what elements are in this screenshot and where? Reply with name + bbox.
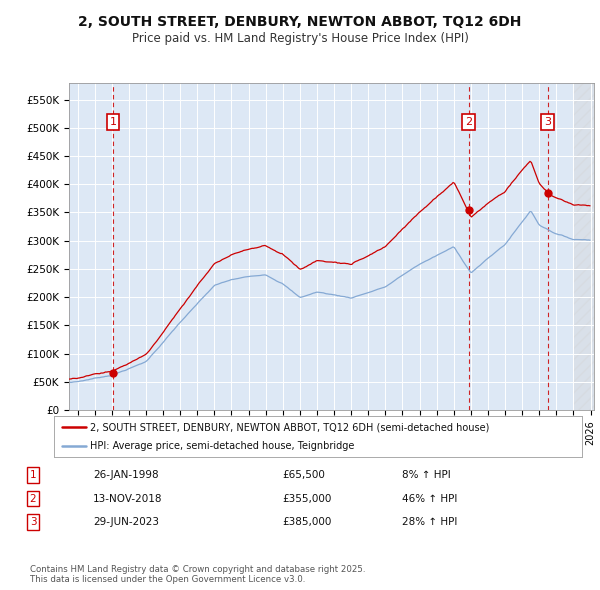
- Text: 13-NOV-2018: 13-NOV-2018: [93, 494, 163, 503]
- Text: £65,500: £65,500: [282, 470, 325, 480]
- Text: Contains HM Land Registry data © Crown copyright and database right 2025.
This d: Contains HM Land Registry data © Crown c…: [30, 565, 365, 584]
- Text: 2, SOUTH STREET, DENBURY, NEWTON ABBOT, TQ12 6DH: 2, SOUTH STREET, DENBURY, NEWTON ABBOT, …: [79, 15, 521, 29]
- Text: 2: 2: [465, 117, 472, 127]
- Text: 2, SOUTH STREET, DENBURY, NEWTON ABBOT, TQ12 6DH (semi-detached house): 2, SOUTH STREET, DENBURY, NEWTON ABBOT, …: [90, 422, 489, 432]
- Text: HPI: Average price, semi-detached house, Teignbridge: HPI: Average price, semi-detached house,…: [90, 441, 354, 451]
- Text: 28% ↑ HPI: 28% ↑ HPI: [402, 517, 457, 527]
- Text: Price paid vs. HM Land Registry's House Price Index (HPI): Price paid vs. HM Land Registry's House …: [131, 32, 469, 45]
- Text: 3: 3: [29, 517, 37, 527]
- Text: 46% ↑ HPI: 46% ↑ HPI: [402, 494, 457, 503]
- Text: 1: 1: [109, 117, 116, 127]
- Text: 2: 2: [29, 494, 37, 503]
- Text: 8% ↑ HPI: 8% ↑ HPI: [402, 470, 451, 480]
- Text: 29-JUN-2023: 29-JUN-2023: [93, 517, 159, 527]
- Text: 3: 3: [544, 117, 551, 127]
- Text: £355,000: £355,000: [282, 494, 331, 503]
- Text: £385,000: £385,000: [282, 517, 331, 527]
- Text: 1: 1: [29, 470, 37, 480]
- Text: 26-JAN-1998: 26-JAN-1998: [93, 470, 158, 480]
